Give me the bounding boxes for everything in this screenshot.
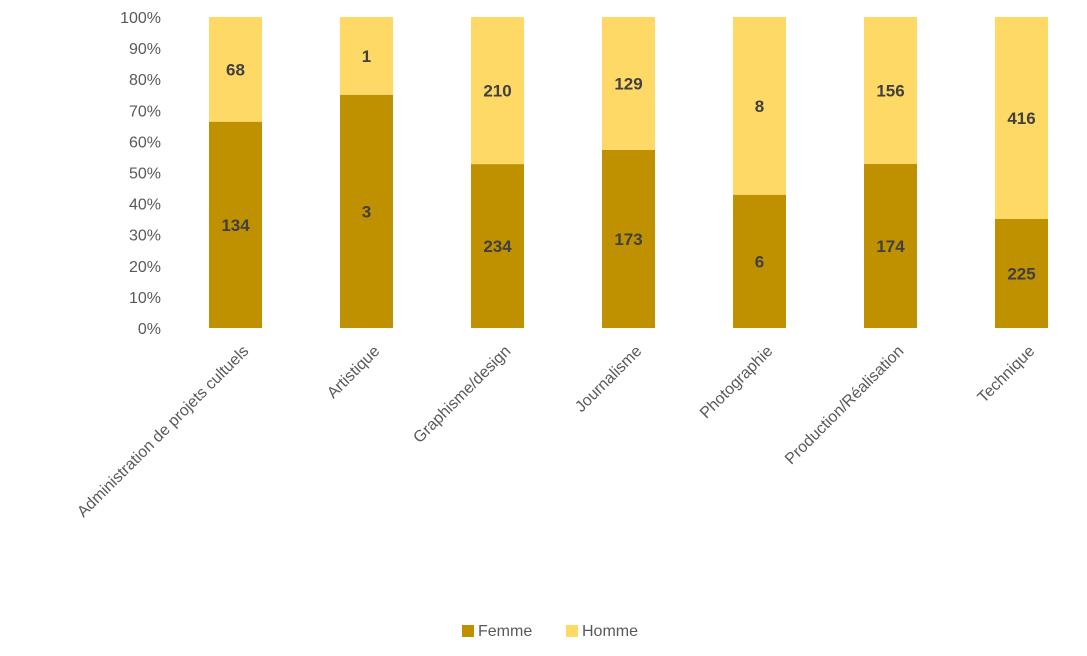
data-label: 6 bbox=[755, 252, 764, 271]
y-tick-label: 20% bbox=[129, 259, 161, 276]
x-tick-label: Administration de projets cultuels bbox=[74, 343, 252, 521]
x-tick-label: Technique bbox=[975, 343, 1039, 407]
data-label: 210 bbox=[483, 82, 511, 101]
legend: Femme Homme bbox=[462, 623, 638, 640]
x-tick-label: Production/Réalisation bbox=[782, 343, 907, 468]
data-label: 156 bbox=[876, 82, 904, 101]
bar-segment-homme bbox=[995, 17, 1048, 219]
x-tick-label: Artistique bbox=[324, 343, 383, 402]
data-label: 8 bbox=[755, 97, 764, 116]
bar-segment-femme bbox=[733, 194, 786, 328]
bar-segment-homme bbox=[733, 17, 786, 195]
data-label: 134 bbox=[221, 216, 250, 235]
data-label: 234 bbox=[483, 237, 512, 256]
y-tick-label: 90% bbox=[129, 41, 161, 58]
legend-label-femme: Femme bbox=[478, 623, 532, 640]
bar-segment-femme bbox=[602, 149, 655, 328]
data-label: 3 bbox=[362, 202, 371, 221]
bar-segment-homme bbox=[340, 17, 393, 95]
bar-segment-femme bbox=[471, 164, 524, 328]
bar-segment-homme bbox=[602, 17, 655, 150]
data-label: 68 bbox=[226, 60, 245, 79]
bar-segment-homme bbox=[864, 17, 917, 165]
y-tick-label: 50% bbox=[129, 166, 161, 183]
y-tick-label: 10% bbox=[129, 290, 161, 307]
data-label: 129 bbox=[614, 74, 642, 93]
legend-swatch-femme bbox=[462, 625, 474, 637]
y-axis: 0% 10% 20% 30% 40% 50% 60% 70% 80% 90% 100% bbox=[120, 10, 161, 338]
x-axis: Administration de projets cultuels Artist… bbox=[74, 343, 1038, 521]
data-label: 225 bbox=[1007, 264, 1035, 283]
y-tick-label: 80% bbox=[129, 72, 161, 89]
y-tick-label: 60% bbox=[129, 134, 161, 151]
y-tick-label: 100% bbox=[120, 10, 161, 27]
data-label: 174 bbox=[876, 237, 905, 256]
x-tick-label: Photographie bbox=[697, 343, 776, 422]
bar-segment-homme bbox=[471, 17, 524, 165]
bar-segment-femme bbox=[340, 94, 393, 328]
legend-swatch-homme bbox=[566, 625, 578, 637]
data-label: 416 bbox=[1007, 109, 1035, 128]
bar-segment-homme bbox=[209, 17, 262, 122]
x-tick-label: Graphisme/design bbox=[410, 343, 514, 447]
bar-segment-femme bbox=[209, 121, 262, 328]
y-tick-label: 40% bbox=[129, 197, 161, 214]
data-label: 173 bbox=[614, 230, 642, 249]
data-label: 1 bbox=[362, 47, 371, 66]
y-tick-label: 70% bbox=[129, 103, 161, 120]
x-tick-label: Journalisme bbox=[572, 343, 645, 416]
legend-label-homme: Homme bbox=[582, 623, 638, 640]
y-tick-label: 0% bbox=[138, 321, 161, 338]
bar-segment-femme bbox=[995, 218, 1048, 328]
y-tick-label: 30% bbox=[129, 228, 161, 245]
bar-segment-femme bbox=[864, 164, 917, 328]
